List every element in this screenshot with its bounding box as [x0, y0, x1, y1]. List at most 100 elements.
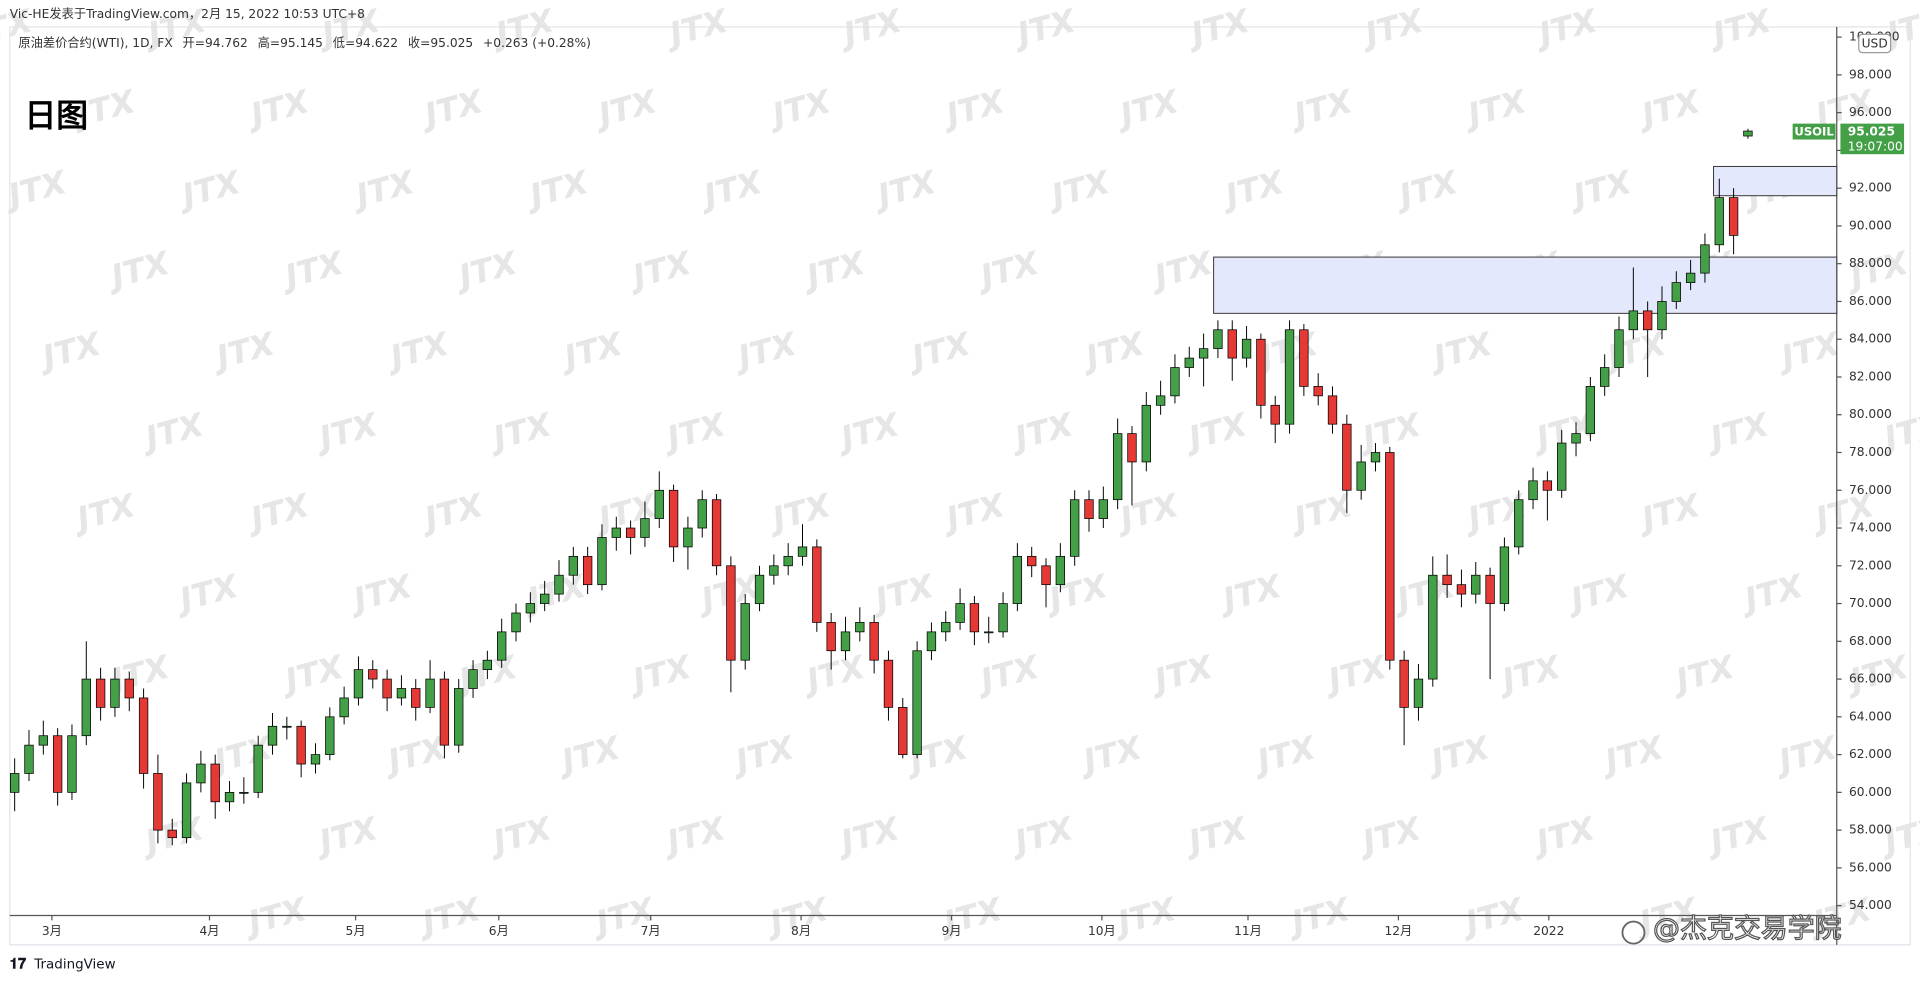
watermark: JTX [1387, 566, 1460, 620]
candle-body [1041, 565, 1051, 586]
candle-body [740, 603, 750, 661]
candle-body [582, 555, 593, 586]
candle-body [1127, 433, 1137, 463]
candle-body [1471, 574, 1481, 595]
candle-body [1327, 395, 1338, 425]
symbol-legend: 原油差价合约(WTI), 1D, FX 开=94.762 高=95.145 低=94.… [18, 34, 591, 49]
watermark: JTX [449, 243, 522, 297]
brand[interactable]: 𝟏𝟕 TradingView [10, 955, 116, 972]
x-tick-label: 11月 [1234, 924, 1262, 938]
candle-body [296, 725, 306, 765]
price-tag: USOIL 95.025 19:07:00 [1792, 123, 1905, 155]
candle-body [726, 565, 736, 661]
candle-body [1685, 272, 1696, 283]
y-tick-label: 72.000 [1849, 558, 1892, 572]
candle-body [81, 678, 91, 737]
watermark: JTX [1145, 243, 1218, 297]
candle-body [1370, 452, 1381, 463]
symbol: 原油差价合约(WTI), 1D, FX [18, 34, 172, 49]
candle-body [10, 773, 20, 793]
candle-body [339, 697, 349, 718]
watermark: JTX [170, 566, 243, 620]
symbol-tag-bg [1792, 123, 1836, 140]
candle-body [783, 555, 793, 567]
watermark: JTX [1145, 647, 1218, 701]
candle-body [1184, 357, 1194, 368]
watermark: JTX [868, 163, 941, 217]
watermark: JTX [1353, 809, 1426, 863]
watermark: JTX [310, 405, 383, 459]
candle-body [368, 669, 378, 680]
high-label: 高= [258, 34, 281, 49]
y-tick-label: 98.000 [1849, 67, 1892, 81]
watermark: JTX [136, 405, 209, 459]
candle-body [668, 489, 679, 548]
y-tick-label: 64.000 [1849, 709, 1892, 723]
candle-body [1027, 555, 1037, 567]
candle-body [95, 678, 106, 708]
x-tick-label: 8月 [791, 924, 811, 938]
watermark: JTX [1701, 809, 1774, 863]
watermark: JTX [310, 809, 383, 863]
watermark: JTX [1527, 809, 1600, 863]
watermark: JTX [412, 890, 485, 944]
watermark: JTX [937, 486, 1010, 540]
candle-body [153, 773, 163, 831]
y-tick-label: 70.000 [1849, 596, 1892, 610]
watermark: JTX [1213, 566, 1286, 620]
candle-body [325, 716, 335, 755]
credit-text: @杰克交易学院 [1653, 914, 1842, 945]
credit: @杰克交易学院 [1621, 913, 1842, 945]
candle-body [1342, 423, 1352, 491]
candle-body [67, 735, 77, 793]
candle-body [554, 574, 564, 595]
candle-body [1012, 555, 1023, 604]
watermark: JTX [866, 566, 939, 620]
candle-body [568, 555, 578, 576]
x-tick-label: 12月 [1384, 924, 1412, 938]
candle-body [1155, 395, 1166, 406]
candle-body [1399, 659, 1409, 708]
watermark: JTX [1529, 1, 1602, 55]
watermark: JTX [1632, 82, 1705, 136]
candle-body [926, 631, 937, 652]
watermark: JTX [1282, 890, 1355, 944]
watermark: JTX [1074, 728, 1147, 782]
candle-body [396, 688, 407, 699]
x-tick-label: 9月 [941, 924, 961, 938]
timeframe-title: 日图 [24, 96, 88, 134]
candle-body [511, 612, 521, 633]
watermark: JTX [554, 324, 627, 378]
candle-body [1714, 197, 1724, 246]
candle-body [697, 499, 707, 529]
x-tick-label: 3月 [42, 924, 62, 938]
candle-body [1270, 404, 1280, 425]
watermark: JTX [275, 243, 348, 297]
watermark: JTX [1666, 647, 1739, 701]
candle-body [1600, 367, 1610, 387]
watermark: JTX [381, 324, 454, 378]
x-tick-label: 7月 [641, 924, 661, 938]
candle-body [984, 631, 994, 634]
y-tick-label: 82.000 [1849, 369, 1892, 383]
watermark: JTX [1456, 890, 1529, 944]
candle-body [353, 669, 364, 699]
y-tick-label: 78.000 [1849, 445, 1892, 459]
candle-body [196, 763, 206, 784]
watermark: JTX [660, 1, 733, 55]
candle-body [110, 678, 120, 708]
candle-body [1485, 574, 1495, 604]
watermark: JTX [831, 809, 904, 863]
candle-body [1585, 386, 1596, 434]
currency-badge[interactable] [1858, 33, 1892, 54]
candle-body [497, 631, 507, 661]
close-value: 95.025 [430, 35, 473, 49]
watermark: JTX [0, 163, 72, 217]
brand-name: TradingView [33, 957, 115, 972]
candle-body [840, 631, 851, 652]
watermark: JTX [415, 486, 488, 540]
watermark: JTX [589, 82, 662, 136]
watermark: JTX [483, 405, 556, 459]
watermark: JTX [241, 486, 314, 540]
candle-body [883, 659, 894, 708]
